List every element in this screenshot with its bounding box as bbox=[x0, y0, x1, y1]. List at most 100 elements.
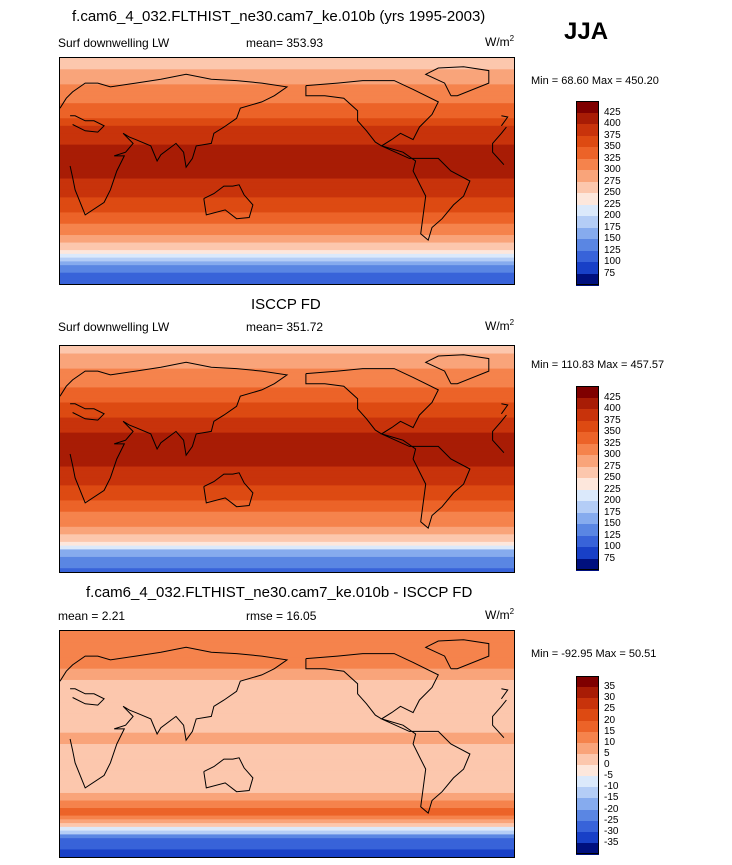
map-band bbox=[60, 653, 514, 658]
colorbar-cell bbox=[576, 753, 599, 766]
map-band bbox=[60, 368, 514, 373]
map-band bbox=[60, 762, 514, 768]
map-band bbox=[60, 178, 514, 183]
map-band bbox=[60, 383, 514, 389]
colorbar-cell bbox=[576, 698, 599, 710]
map-band bbox=[60, 61, 514, 67]
map-band bbox=[60, 838, 514, 843]
map-band bbox=[60, 91, 514, 97]
coastline bbox=[500, 403, 509, 415]
map-band bbox=[60, 349, 514, 355]
map-band bbox=[60, 474, 514, 479]
colorbar-cell bbox=[576, 831, 599, 844]
map-band bbox=[60, 830, 514, 835]
coastline bbox=[424, 66, 490, 97]
map-band bbox=[60, 186, 514, 191]
map-band bbox=[60, 189, 514, 195]
map-band bbox=[60, 58, 514, 63]
map-band bbox=[60, 683, 514, 689]
map-band bbox=[60, 774, 514, 779]
season-label: JJA bbox=[564, 18, 609, 45]
colorbar-tick-label: 350 bbox=[604, 426, 621, 437]
colorbar-tick-label: 275 bbox=[604, 175, 621, 187]
map-band bbox=[60, 253, 514, 259]
map-band bbox=[60, 668, 514, 674]
panel2-title: ISCCP FD bbox=[251, 296, 321, 313]
colorbar-cell bbox=[576, 478, 599, 490]
coastline bbox=[492, 126, 507, 166]
map-band bbox=[60, 436, 514, 441]
map-band bbox=[60, 728, 514, 734]
colorbar-cell bbox=[576, 558, 599, 571]
map-band bbox=[60, 193, 514, 198]
panel3-units-label: W/m2 bbox=[485, 607, 515, 622]
map-band bbox=[60, 507, 514, 513]
map-band bbox=[60, 421, 514, 426]
map-band bbox=[60, 432, 514, 437]
map-band bbox=[60, 167, 514, 172]
colorbar-tick-label: 5 bbox=[604, 747, 610, 759]
map-band bbox=[60, 808, 514, 813]
colorbar-tick-label: 325 bbox=[604, 152, 621, 164]
colorbar-cell bbox=[576, 124, 599, 136]
colorbar-cell bbox=[576, 720, 599, 733]
colorbar-cell bbox=[576, 158, 599, 171]
map-band bbox=[60, 826, 514, 832]
colorbar-cell bbox=[576, 731, 599, 744]
colorbar-cell bbox=[576, 524, 599, 536]
panel3-mean-label: mean = 2.21 bbox=[58, 609, 126, 623]
map-band bbox=[60, 789, 514, 794]
colorbar-cell bbox=[576, 535, 599, 548]
colorbar-tick-label: 325 bbox=[604, 437, 621, 449]
map-band bbox=[60, 661, 514, 666]
coastline bbox=[492, 699, 507, 739]
colorbar-cell bbox=[576, 204, 599, 217]
map-band bbox=[60, 631, 514, 636]
colorbar-frame bbox=[576, 386, 599, 570]
colorbar-frame bbox=[576, 101, 599, 285]
map-band bbox=[60, 462, 514, 468]
map-band bbox=[60, 649, 514, 655]
map-band bbox=[60, 125, 514, 131]
colorbar-cell bbox=[576, 262, 599, 274]
map-band bbox=[60, 556, 514, 562]
colorbar-cell bbox=[576, 250, 599, 263]
colorbar-tick-label: 400 bbox=[604, 118, 621, 129]
colorbar-cell bbox=[576, 386, 599, 398]
colorbar-cell bbox=[576, 676, 599, 688]
map-band bbox=[60, 391, 514, 396]
map-band bbox=[60, 706, 514, 711]
map-band bbox=[60, 246, 514, 251]
colorbar-cell bbox=[576, 409, 599, 421]
map-band bbox=[60, 208, 514, 214]
map-band bbox=[60, 257, 514, 262]
map-band bbox=[60, 642, 514, 647]
map-band bbox=[60, 725, 514, 730]
map-band bbox=[60, 755, 514, 760]
map-band bbox=[60, 455, 514, 460]
map-band bbox=[60, 280, 514, 284]
map-band bbox=[60, 676, 514, 681]
map-band bbox=[60, 781, 514, 787]
map-band bbox=[60, 679, 514, 685]
colorbar-cell bbox=[576, 170, 599, 182]
panel3-rmse-label: rmse = 16.05 bbox=[246, 609, 317, 623]
map-band bbox=[60, 530, 514, 535]
colorbar-tick-label: 300 bbox=[604, 164, 621, 175]
colorbar-tick-label: -10 bbox=[604, 781, 619, 793]
map-band bbox=[60, 152, 514, 157]
coastline bbox=[305, 653, 471, 814]
coastline bbox=[70, 115, 105, 133]
map-band bbox=[60, 65, 514, 70]
map-band bbox=[60, 519, 514, 524]
map-band bbox=[60, 481, 514, 486]
colorbar-cell bbox=[576, 489, 599, 502]
colorbar-tick-label: 15 bbox=[604, 725, 616, 737]
map-band bbox=[60, 261, 514, 266]
colorbar-tick-label: -5 bbox=[604, 770, 613, 782]
colorbar-tick-label: 75 bbox=[604, 552, 616, 564]
map-band bbox=[60, 106, 514, 112]
map-band bbox=[60, 638, 514, 643]
map-band bbox=[60, 492, 514, 498]
colorbar-tick-label: 200 bbox=[604, 210, 621, 221]
